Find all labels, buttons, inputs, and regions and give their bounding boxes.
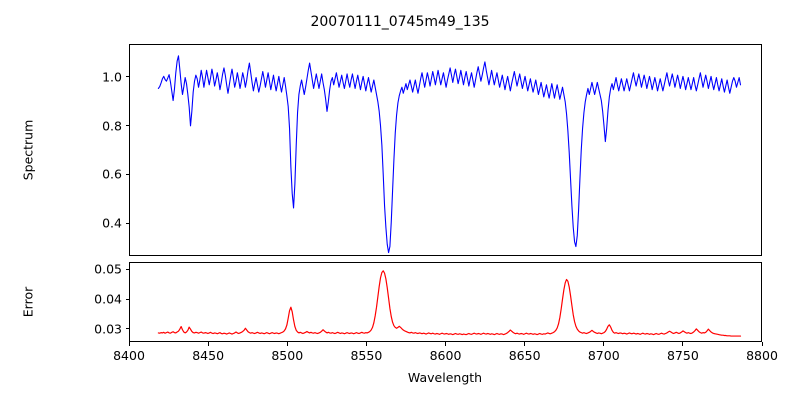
x-tick-mark: [365, 342, 367, 346]
y-tick-label: 0.03: [94, 321, 122, 337]
y-tick-label: 0.05: [94, 261, 122, 277]
y-tick-label: 0.04: [94, 291, 122, 307]
x-axis-label: Wavelength: [407, 370, 483, 385]
y-tick-mark: [125, 328, 129, 330]
x-tick-label: 8500: [271, 348, 304, 363]
x-tick-label: 8600: [429, 348, 462, 363]
y-tick-label: 1.0: [102, 69, 122, 85]
x-tick-label: 8550: [350, 348, 383, 363]
x-tick-mark: [128, 342, 130, 346]
x-tick-mark: [524, 342, 526, 346]
spectrum-line-chart: [157, 55, 742, 254]
spectrum-plot-panel: [129, 44, 762, 256]
y-tick-mark: [125, 76, 129, 78]
y-tick-mark: [125, 268, 129, 270]
x-tick-mark: [445, 342, 447, 346]
y-tick-mark: [125, 173, 129, 175]
x-tick-mark: [761, 342, 763, 346]
x-tick-mark: [286, 342, 288, 346]
y-tick-mark: [125, 298, 129, 300]
spectrum-data-line: [157, 55, 742, 254]
error-plot-panel: [129, 262, 762, 342]
x-tick-label: 8700: [587, 348, 620, 363]
y-axis-label-spectrum: Spectrum: [20, 119, 36, 181]
x-tick-mark: [207, 342, 209, 346]
x-tick-label: 8800: [746, 348, 778, 363]
x-tick-label: 8400: [113, 348, 145, 363]
y-tick-mark: [125, 222, 129, 224]
x-tick-mark: [603, 342, 605, 346]
error-data-line: [157, 270, 742, 337]
x-tick-label: 8650: [508, 348, 541, 363]
error-line-chart: [157, 270, 742, 337]
x-tick-mark: [682, 342, 684, 346]
x-tick-label: 8450: [192, 348, 225, 363]
y-tick-label: 0.4: [102, 215, 122, 231]
y-tick-label: 0.6: [102, 166, 122, 182]
y-axis-label-error: Error: [20, 286, 36, 318]
x-tick-label: 8750: [666, 348, 699, 363]
y-tick-mark: [125, 125, 129, 127]
chart-title: 20070111_0745m49_135: [310, 14, 490, 30]
y-tick-label: 0.8: [102, 118, 122, 134]
